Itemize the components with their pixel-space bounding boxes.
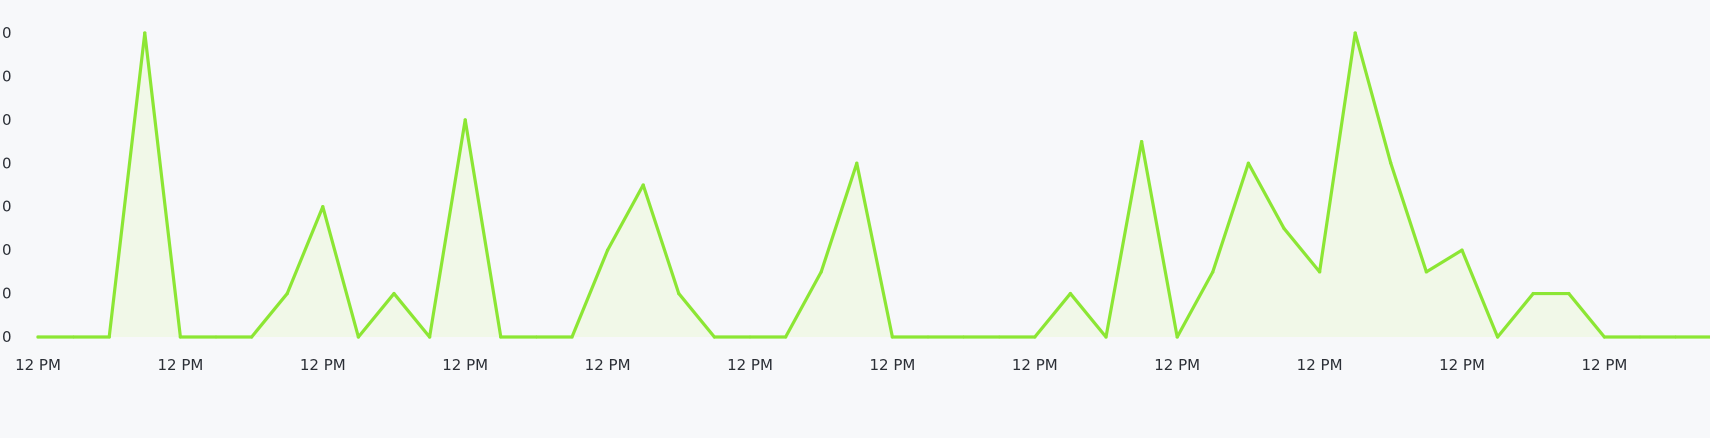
y-tick-label: 0 [2, 111, 12, 129]
data-point [72, 335, 75, 338]
data-point [606, 249, 609, 252]
data-point [428, 335, 431, 338]
x-tick-label: 12 PM [157, 356, 203, 374]
data-point [1104, 335, 1107, 338]
x-tick-label: 12 PM [727, 356, 773, 374]
x-tick-label: 12 PM [1012, 356, 1058, 374]
data-point [392, 292, 395, 295]
x-tick-label: 12 PM [585, 356, 631, 374]
data-point [1318, 270, 1321, 273]
data-point [998, 335, 1001, 338]
data-point [357, 335, 360, 338]
data-point [1176, 335, 1179, 338]
data-point [1603, 335, 1606, 338]
data-point [1638, 335, 1641, 338]
data-point [1389, 162, 1392, 165]
data-point [179, 335, 182, 338]
data-point [250, 335, 253, 338]
data-point [926, 335, 929, 338]
y-tick-label: 0 [2, 241, 12, 259]
y-tick-label: 0 [2, 285, 12, 303]
x-axis: 12 PM 12 PM 12 PM 12 PM 12 PM 12 PM 12 PM 12 PM… [15, 356, 1627, 374]
y-axis: 0 0 0 0 0 0 0 0 [2, 24, 12, 346]
data-point [1425, 270, 1428, 273]
data-point [1460, 249, 1463, 252]
data-point [1033, 335, 1036, 338]
x-tick-label: 12 PM [300, 356, 346, 374]
data-point [535, 335, 538, 338]
y-tick-label: 0 [2, 67, 12, 85]
data-point [1567, 292, 1570, 295]
x-tick-label: 12 PM [1581, 356, 1627, 374]
data-point [286, 292, 289, 295]
data-point [642, 183, 645, 186]
data-point [464, 118, 467, 121]
data-point [1674, 335, 1677, 338]
x-tick-label: 12 PM [15, 356, 61, 374]
data-point [1282, 227, 1285, 230]
data-point [1496, 335, 1499, 338]
x-tick-label: 12 PM [869, 356, 915, 374]
data-point [713, 335, 716, 338]
y-tick-label: 0 [2, 198, 12, 216]
data-point [143, 31, 146, 34]
data-point [1211, 270, 1214, 273]
data-point [1247, 162, 1250, 165]
data-point [855, 162, 858, 165]
y-tick-label: 0 [2, 24, 12, 42]
data-point [1532, 292, 1535, 295]
x-tick-label: 12 PM [1297, 356, 1343, 374]
data-point [1069, 292, 1072, 295]
data-point [677, 292, 680, 295]
x-tick-label: 12 PM [1154, 356, 1200, 374]
data-point [321, 205, 324, 208]
x-tick-label: 12 PM [1439, 356, 1485, 374]
data-point [1354, 31, 1357, 34]
x-tick-label: 12 PM [442, 356, 488, 374]
data-point [748, 335, 751, 338]
data-point [1140, 140, 1143, 143]
data-point [962, 335, 965, 338]
y-tick-label: 0 [2, 154, 12, 172]
data-point [214, 335, 217, 338]
data-point [570, 335, 573, 338]
data-point [499, 335, 502, 338]
data-point [820, 270, 823, 273]
y-tick-label: 0 [2, 328, 12, 346]
data-point [108, 335, 111, 338]
data-point [891, 335, 894, 338]
data-point [36, 335, 39, 338]
data-point [784, 335, 787, 338]
